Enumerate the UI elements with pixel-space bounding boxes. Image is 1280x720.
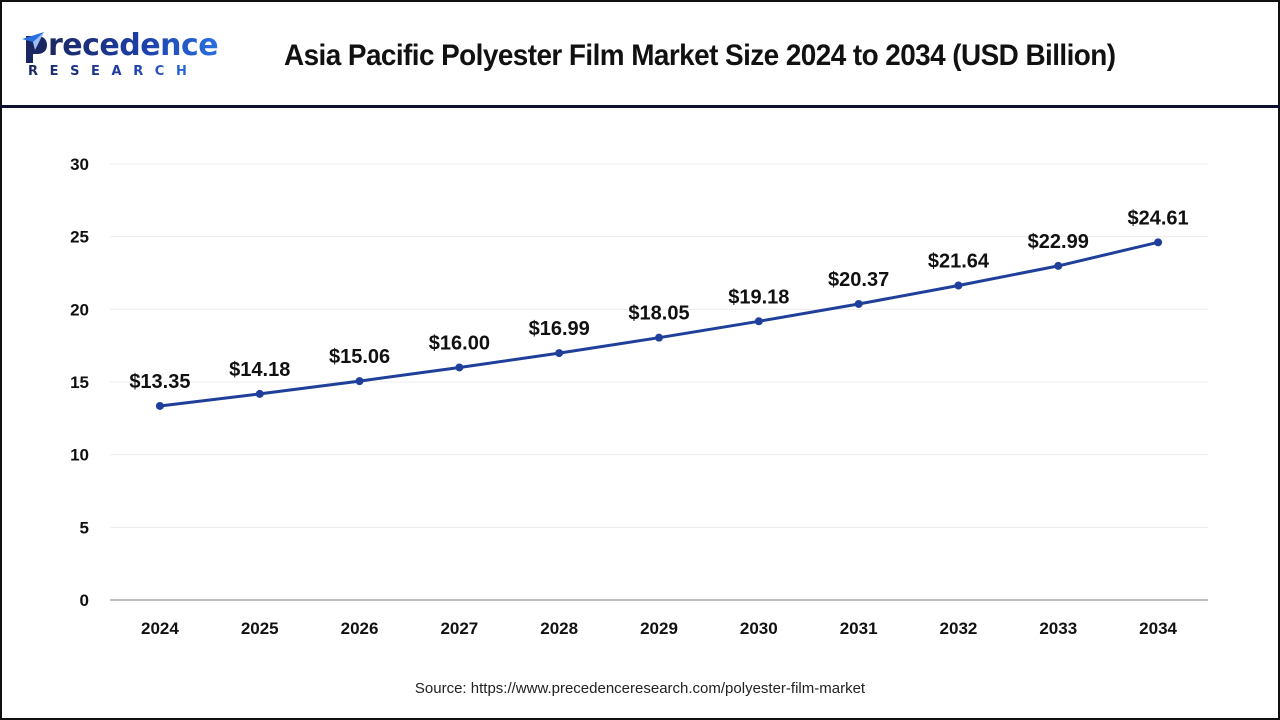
data-label: $16.99 — [529, 318, 590, 340]
data-label: $13.35 — [129, 371, 190, 393]
logo-subtitle: RESEARCH — [28, 64, 199, 79]
data-label: $20.37 — [828, 269, 889, 291]
source-note: Source: https://www.precedenceresearch.c… — [414, 680, 866, 697]
data-point-marker — [854, 299, 863, 308]
data-point-marker — [655, 333, 663, 342]
y-tick-label: 10 — [70, 446, 89, 465]
y-tick-label: 30 — [70, 155, 89, 174]
data-point-marker — [455, 363, 464, 372]
data-label: $22.99 — [1028, 231, 1089, 253]
data-point-marker — [954, 281, 963, 290]
x-tick-label: 2031 — [840, 619, 878, 638]
y-tick-label: 20 — [70, 300, 89, 319]
x-tick-label: 2027 — [440, 619, 478, 638]
logo-p-arrow-icon — [22, 32, 47, 63]
header: recedence RESEARCH Asia Pacific Polyeste… — [0, 0, 1280, 108]
data-point-marker — [754, 317, 763, 326]
y-axis: 0 5 10 15 20 25 30 — [70, 155, 89, 610]
x-tick-label: 2034 — [1139, 619, 1177, 638]
x-tick-label: 2024 — [141, 619, 179, 638]
logo-wordmark: recedence — [48, 28, 219, 63]
x-tick-label: 2033 — [1039, 619, 1077, 638]
data-label: $21.64 — [928, 250, 990, 272]
x-tick-label: 2030 — [740, 619, 778, 638]
data-label: $16.00 — [429, 332, 490, 354]
data-point-marker — [1154, 238, 1163, 247]
y-tick-label: 15 — [70, 373, 89, 392]
y-tick-label: 5 — [80, 518, 89, 537]
x-tick-label: 2029 — [640, 619, 678, 638]
x-axis: 2024 2025 2026 2027 2028 2029 2030 2031 2032 2033… — [110, 599, 1208, 638]
chart-title: Asia Pacific Polyester Film Market Size … — [284, 39, 1116, 72]
gridlines — [110, 163, 1208, 528]
x-tick-label: 2028 — [540, 619, 578, 638]
data-point-marker — [1054, 261, 1063, 270]
data-labels: $13.35 $14.18 $15.06 $16.00 $16.99 $18.05 $19.… — [129, 207, 1188, 393]
data-label: $24.61 — [1128, 207, 1189, 229]
y-tick-label: 25 — [70, 228, 89, 247]
data-label: $19.18 — [728, 286, 789, 308]
data-point-marker — [555, 349, 564, 358]
x-tick-label: 2026 — [341, 619, 379, 638]
data-point-marker — [155, 401, 164, 410]
data-series — [155, 238, 1163, 410]
data-point-marker — [355, 377, 364, 386]
data-point-marker — [255, 389, 264, 398]
x-tick-label: 2032 — [940, 619, 978, 638]
data-label: $18.05 — [628, 303, 689, 325]
data-label: $15.06 — [329, 346, 390, 368]
precedence-research-logo: recedence RESEARCH — [22, 28, 222, 83]
x-tick-label: 2025 — [241, 619, 279, 638]
y-tick-label: 0 — [80, 591, 89, 610]
data-label: $14.18 — [229, 359, 290, 381]
